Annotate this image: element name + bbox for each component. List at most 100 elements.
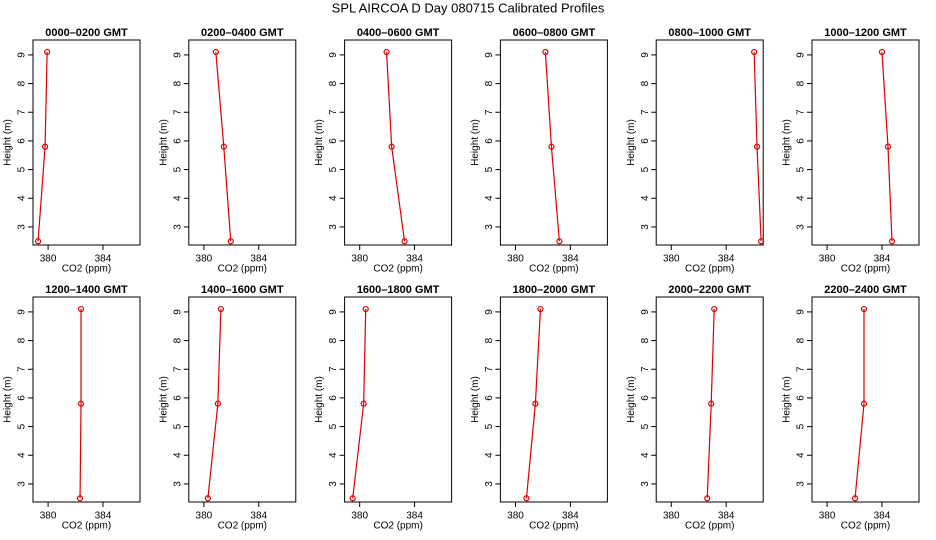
- y-tick-label: 9: [484, 309, 495, 315]
- panel-title: 2200–2400 GMT: [824, 284, 907, 296]
- y-tick-label: 9: [796, 309, 807, 315]
- panel-title: 0000–0200 GMT: [45, 27, 128, 39]
- y-tick-label: 8: [172, 80, 183, 86]
- y-axis-label: Height (m): [3, 376, 14, 423]
- x-axis-label: CO2 (ppm): [841, 264, 890, 275]
- y-tick-label: 4: [17, 195, 28, 201]
- x-tick-label: 380: [507, 254, 524, 265]
- x-tick-label: 384: [874, 254, 891, 265]
- panel-title: 1800–2000 GMT: [513, 284, 596, 296]
- panel-title: 0200–0400 GMT: [201, 27, 284, 39]
- y-tick-label: 9: [640, 309, 651, 315]
- y-axis-label: Height (m): [158, 119, 169, 166]
- y-tick-label: 4: [796, 195, 807, 201]
- y-tick-label: 6: [484, 395, 495, 401]
- x-tick-label: 380: [663, 511, 680, 522]
- x-tick-label: 384: [562, 254, 579, 265]
- y-tick-label: 5: [796, 423, 807, 429]
- y-tick-label: 7: [484, 109, 495, 115]
- y-tick-label: 8: [484, 337, 495, 343]
- profile-point: [41, 143, 49, 150]
- profile-point: [751, 48, 758, 56]
- profile-point: [349, 495, 356, 502]
- x-tick-label: 380: [196, 511, 213, 522]
- profile-point: [523, 495, 530, 502]
- x-tick-label: 380: [351, 254, 368, 265]
- y-axis-label: Height (m): [626, 119, 637, 166]
- y-tick-label: 5: [640, 166, 651, 172]
- y-tick-label: 9: [172, 52, 183, 58]
- x-axis-label: CO2 (ppm): [529, 521, 578, 532]
- profile-line: [385, 52, 406, 242]
- y-tick-label: 7: [328, 109, 339, 115]
- plot-box: [344, 39, 453, 246]
- profile-point: [758, 238, 765, 245]
- profile-point: [77, 305, 85, 313]
- y-axis-label: Height (m): [3, 119, 14, 166]
- y-tick-label: 6: [484, 138, 495, 144]
- profile-point: [753, 143, 761, 150]
- profile-point: [548, 143, 555, 150]
- profile-point: [217, 305, 224, 313]
- profile-point: [860, 400, 868, 407]
- y-axis-label: Height (m): [314, 376, 325, 423]
- y-tick-label: 8: [484, 80, 495, 86]
- profile-line: [207, 309, 222, 499]
- plot-box: [32, 296, 141, 503]
- plot-box: [188, 39, 297, 246]
- profile-point: [711, 305, 718, 313]
- y-tick-label: 8: [796, 80, 807, 86]
- profile-line: [37, 52, 48, 242]
- profile-point: [851, 495, 859, 502]
- profile-point: [878, 48, 886, 56]
- profile-point: [204, 495, 211, 502]
- y-tick-label: 3: [172, 224, 183, 230]
- y-tick-label: 8: [640, 80, 651, 86]
- y-tick-label: 6: [172, 138, 183, 144]
- profile-point: [401, 238, 408, 245]
- y-tick-label: 8: [328, 80, 339, 86]
- x-tick-label: 384: [874, 511, 891, 522]
- profile-point: [542, 48, 549, 56]
- profile-point: [556, 238, 563, 245]
- y-tick-label: 3: [17, 224, 28, 230]
- profile-point: [76, 495, 84, 502]
- profile-point: [220, 143, 227, 150]
- y-tick-label: 6: [640, 138, 651, 144]
- plot-box: [344, 296, 453, 503]
- x-axis-label: CO2 (ppm): [685, 521, 734, 532]
- y-tick-label: 7: [484, 366, 495, 372]
- profile-line: [881, 52, 893, 242]
- y-tick-label: 3: [17, 481, 28, 487]
- profile-point: [708, 400, 715, 407]
- y-tick-label: 5: [17, 423, 28, 429]
- y-tick-label: 8: [17, 337, 28, 343]
- y-tick-label: 3: [640, 481, 651, 487]
- y-tick-label: 4: [328, 452, 339, 458]
- y-tick-label: 9: [17, 52, 28, 58]
- y-tick-label: 3: [796, 224, 807, 230]
- y-tick-label: 9: [640, 52, 651, 58]
- plot-box: [811, 39, 920, 246]
- profile-line: [706, 309, 715, 499]
- profile-line: [525, 309, 542, 499]
- y-tick-label: 4: [172, 195, 183, 201]
- y-tick-label: 8: [17, 80, 28, 86]
- y-tick-label: 7: [328, 366, 339, 372]
- y-tick-label: 5: [328, 166, 339, 172]
- y-tick-label: 9: [328, 52, 339, 58]
- y-tick-label: 5: [172, 166, 183, 172]
- y-tick-label: 9: [172, 309, 183, 315]
- y-tick-label: 5: [17, 166, 28, 172]
- x-tick-label: 380: [40, 254, 57, 265]
- profile-point: [888, 238, 896, 245]
- y-tick-label: 7: [172, 366, 183, 372]
- y-tick-label: 5: [172, 423, 183, 429]
- y-tick-label: 5: [640, 423, 651, 429]
- profile-point: [77, 400, 85, 407]
- figure-title: SPL AIRCOA D Day 080715 Calibrated Profi…: [332, 0, 605, 15]
- y-axis-label: Height (m): [782, 119, 793, 166]
- x-tick-label: 384: [718, 511, 735, 522]
- y-tick-label: 5: [484, 166, 495, 172]
